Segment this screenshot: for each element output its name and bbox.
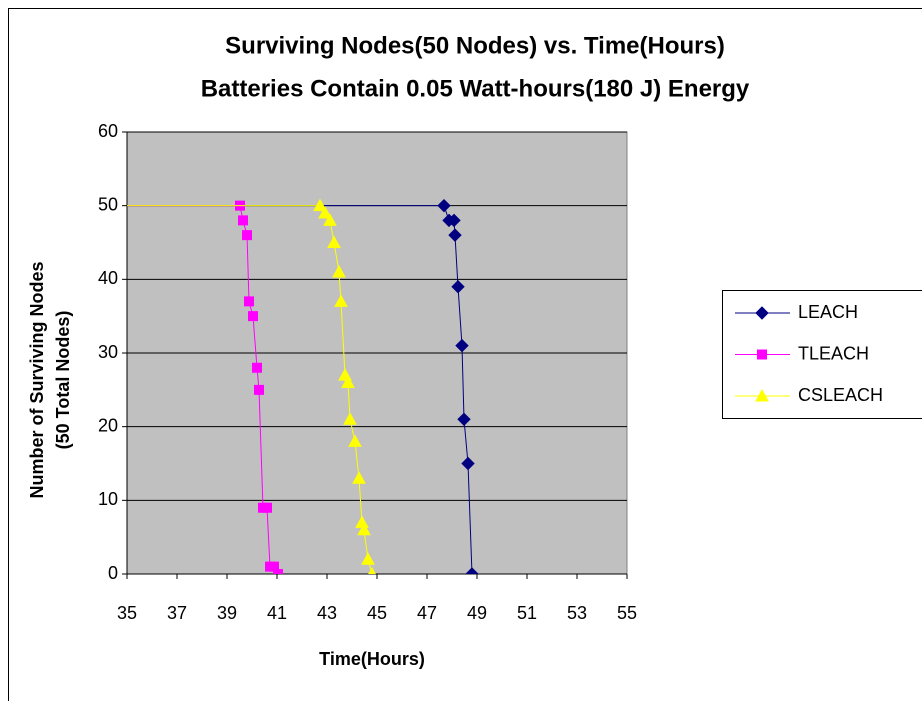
- y-tick-label: 40: [98, 268, 118, 288]
- x-tick-label: 53: [567, 603, 587, 623]
- marker: [318, 205, 332, 219]
- y-tick-label: 20: [98, 415, 118, 435]
- chart-title: Surviving Nodes(50 Nodes) vs. Time(Hours…: [225, 32, 725, 59]
- x-tick-label: 47: [417, 603, 437, 623]
- x-tick-label: 51: [517, 603, 537, 623]
- marker: [343, 412, 357, 425]
- x-tick-label: 45: [367, 603, 387, 623]
- marker: [341, 375, 355, 388]
- y-tick-label: 10: [98, 489, 118, 509]
- legend-label: CSLEACH: [798, 385, 883, 405]
- series-line: [127, 205, 473, 574]
- legend-label: LEACH: [798, 302, 858, 322]
- marker: [254, 384, 264, 395]
- legend-marker: [755, 388, 769, 402]
- x-tick-label: 41: [267, 603, 287, 623]
- legend-label: TLEACH: [798, 343, 869, 363]
- marker: [361, 552, 375, 565]
- marker: [352, 471, 366, 484]
- marker: [368, 566, 376, 574]
- y-axis-label: (50 Total Nodes): [53, 311, 73, 450]
- x-tick-label: 55: [617, 603, 637, 623]
- marker: [334, 294, 348, 307]
- marker: [262, 502, 272, 513]
- marker: [244, 296, 254, 307]
- x-tick-label: 39: [217, 603, 237, 623]
- marker: [448, 228, 462, 242]
- marker: [357, 522, 371, 536]
- marker: [273, 569, 283, 574]
- marker: [437, 198, 451, 213]
- marker: [323, 213, 337, 226]
- marker: [447, 213, 461, 228]
- marker: [455, 338, 469, 353]
- plot-series: [127, 198, 479, 574]
- x-axis-label: Time(Hours): [319, 649, 425, 669]
- y-tick-label: 60: [98, 121, 118, 141]
- x-tick-label: 35: [117, 603, 137, 623]
- marker: [332, 264, 346, 278]
- marker: [242, 230, 252, 241]
- marker: [348, 434, 362, 447]
- y-tick-label: 50: [98, 194, 118, 214]
- marker: [252, 362, 262, 373]
- marker: [248, 311, 258, 322]
- chart-subtitle: Batteries Contain 0.05 Watt-hours(180 J)…: [201, 75, 750, 102]
- legend-marker: [755, 306, 769, 320]
- y-tick-label: 0: [108, 563, 118, 583]
- legend-marker: [757, 349, 767, 360]
- marker: [327, 235, 341, 248]
- x-tick-label: 43: [317, 603, 337, 623]
- marker: [451, 279, 465, 294]
- y-axis-label: Number of Surviving Nodes: [27, 261, 47, 498]
- marker: [457, 412, 471, 427]
- marker: [461, 456, 475, 471]
- y-tick-label: 30: [98, 342, 118, 362]
- marker: [465, 567, 479, 574]
- marker: [313, 198, 327, 212]
- x-tick-label: 37: [167, 603, 187, 623]
- x-tick-label: 49: [467, 603, 487, 623]
- marker: [238, 215, 248, 226]
